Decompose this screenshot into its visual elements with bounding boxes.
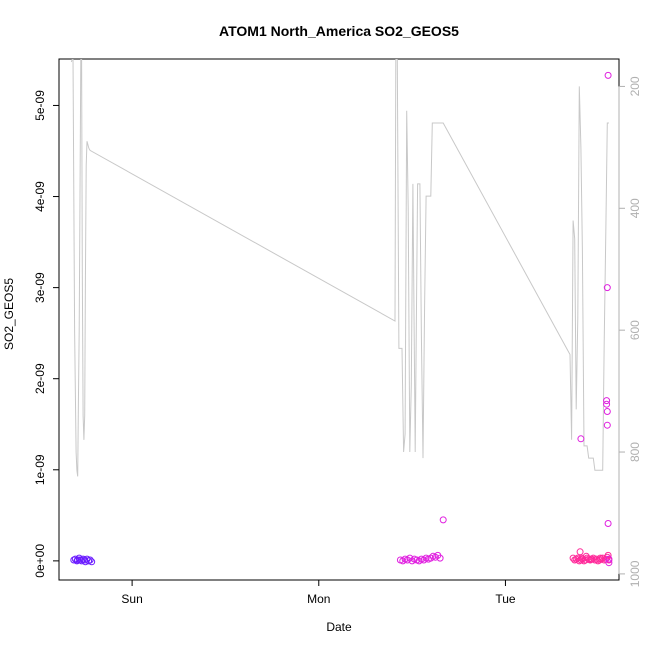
data-point [427, 554, 435, 562]
x-tick-label: Sun [121, 592, 142, 606]
secondary-y-tick-label: 400 [628, 198, 642, 218]
chart-title: ATOM1 North_America SO2_GEOS5 [219, 23, 459, 39]
data-point [603, 400, 611, 408]
data-point [603, 397, 611, 405]
data-point [569, 554, 577, 562]
data-point [597, 555, 605, 563]
data-point [603, 421, 611, 429]
y-axis-label: SO2_GEOS5 [2, 278, 16, 350]
data-point [577, 435, 585, 443]
secondary-y-tick-label: 200 [628, 76, 642, 96]
data-point [596, 554, 604, 562]
y-tick-label: 2e-09 [33, 363, 47, 394]
data-point [605, 555, 613, 563]
data-point [578, 554, 586, 562]
pressure-line [70, 59, 609, 477]
x-axis: Sun Mon Tue [121, 579, 516, 606]
plot-area [58, 58, 620, 581]
data-point [415, 557, 423, 565]
data-point [603, 284, 611, 292]
data-point [408, 557, 416, 565]
secondary-y-tick-label: 1000 [628, 560, 642, 587]
y-tick-label: 3e-09 [33, 272, 47, 303]
data-points-layer [70, 71, 613, 567]
y-tick-label: 5e-09 [33, 90, 47, 121]
secondary-y-axis: 200 400 600 800 1000 [618, 76, 642, 587]
y-axis: 0e+00 1e-09 2e-09 3e-09 4e-09 5e-09 [33, 90, 60, 578]
x-axis-label: Date [326, 620, 352, 634]
data-point [86, 556, 94, 564]
secondary-y-tick-label: 600 [628, 320, 642, 340]
data-point [399, 557, 407, 565]
x-tick-label: Mon [307, 592, 330, 606]
data-point [420, 556, 428, 564]
data-point [88, 558, 96, 566]
data-point [604, 551, 612, 559]
y-tick-label: 1e-09 [33, 454, 47, 485]
data-point [605, 559, 613, 567]
data-point [85, 557, 93, 565]
data-point [587, 555, 595, 563]
data-point [439, 516, 447, 524]
y-tick-label: 4e-09 [33, 181, 47, 212]
data-point [603, 408, 611, 415]
data-point [436, 554, 444, 562]
x-tick-label: Tue [495, 592, 516, 606]
pressure-line-layer [70, 59, 609, 477]
data-point [604, 71, 612, 79]
data-point [604, 520, 612, 527]
secondary-y-tick-label: 800 [628, 442, 642, 462]
y-tick-label: 0e+00 [33, 544, 47, 578]
data-point [576, 548, 584, 556]
